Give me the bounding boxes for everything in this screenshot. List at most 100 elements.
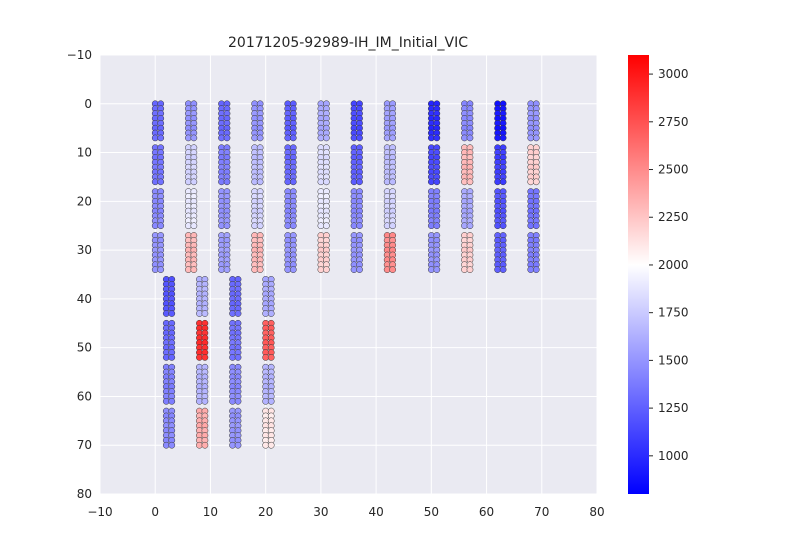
data-point <box>461 266 468 273</box>
data-point <box>383 134 391 142</box>
data-point <box>168 354 176 361</box>
colorbar-tick-label: 1500 <box>658 353 689 367</box>
data-point <box>223 266 231 273</box>
data-point <box>229 397 236 405</box>
data-point <box>284 134 292 142</box>
data-point <box>151 134 159 142</box>
data-point <box>532 134 540 142</box>
data-point <box>234 354 242 361</box>
data-point <box>527 178 535 186</box>
data-point <box>251 134 258 142</box>
data-point <box>201 310 209 317</box>
x-tick-label: 30 <box>313 505 328 519</box>
y-tick-label: 50 <box>77 341 92 355</box>
data-point <box>229 354 236 361</box>
data-point <box>350 266 358 273</box>
plot-area <box>100 55 597 494</box>
data-point <box>499 222 507 230</box>
data-point <box>433 178 441 186</box>
chart-title: 20171205-92989-IH_IM_Initial_VIC <box>228 35 468 51</box>
x-tick-label: 50 <box>424 505 439 519</box>
colorbar-tick-label: 1250 <box>658 401 689 415</box>
data-point <box>196 310 203 317</box>
x-axis: −10 0 10 20 30 40 50 60 70 80 <box>87 505 604 519</box>
data-point <box>229 441 236 449</box>
data-point <box>151 266 159 273</box>
data-point <box>157 266 165 273</box>
data-point <box>284 266 292 273</box>
data-point <box>289 222 297 230</box>
data-point <box>356 266 363 273</box>
colorbar-tick-label: 2000 <box>658 258 689 272</box>
data-point <box>461 134 468 142</box>
data-points <box>151 100 540 449</box>
data-point <box>157 222 165 230</box>
colorbar-tick-label: 1000 <box>658 449 689 463</box>
x-tick-label: −10 <box>87 505 112 519</box>
data-point <box>317 266 325 273</box>
data-point <box>350 134 358 142</box>
data-point <box>323 266 330 273</box>
data-point <box>262 354 270 361</box>
data-point <box>196 397 203 405</box>
data-point <box>185 266 192 273</box>
x-tick-label: 40 <box>368 505 383 519</box>
data-point <box>162 397 170 405</box>
colorbar-tick-label: 2500 <box>658 163 689 177</box>
colorbar-axis: 1000 1250 1500 1750 2000 2250 2500 2750 3000 <box>649 67 689 463</box>
data-point <box>317 178 325 186</box>
x-tick-label: 0 <box>151 505 159 519</box>
grid <box>99 54 598 495</box>
data-point <box>427 134 435 142</box>
data-point <box>256 134 264 142</box>
data-point <box>466 134 474 142</box>
data-point <box>466 266 474 273</box>
data-point <box>350 222 358 230</box>
data-point <box>383 266 391 273</box>
data-point <box>532 266 540 273</box>
y-tick-label: 70 <box>77 438 92 452</box>
data-point <box>494 178 501 186</box>
data-point <box>466 178 474 186</box>
colorbar-tick-label: 2750 <box>658 115 689 129</box>
data-point <box>323 178 330 186</box>
data-point <box>151 178 159 186</box>
data-point <box>527 134 535 142</box>
data-point <box>267 441 275 449</box>
data-point <box>267 310 275 317</box>
data-point <box>218 178 225 186</box>
data-point <box>262 441 270 449</box>
data-point <box>157 134 165 142</box>
y-tick-label: 30 <box>77 243 92 257</box>
y-axis: −10 0 10 20 30 40 50 60 70 80 <box>67 48 92 501</box>
data-point <box>256 178 264 186</box>
data-point <box>466 222 474 230</box>
data-point <box>251 266 258 273</box>
data-point <box>190 222 198 230</box>
data-point <box>356 134 363 142</box>
data-point <box>201 354 209 361</box>
data-point <box>499 266 507 273</box>
data-point <box>383 222 391 230</box>
data-point <box>185 222 192 230</box>
colorbar-tick-label: 2250 <box>658 210 689 224</box>
data-point <box>389 266 397 273</box>
data-point <box>499 178 507 186</box>
data-point <box>168 310 176 317</box>
data-point <box>234 397 242 405</box>
data-point <box>289 266 297 273</box>
data-point <box>262 310 270 317</box>
data-point <box>190 134 198 142</box>
data-point <box>157 178 165 186</box>
data-point <box>234 310 242 317</box>
data-point <box>532 222 540 230</box>
y-tick-label: 0 <box>84 97 92 111</box>
data-point <box>267 354 275 361</box>
data-point <box>218 134 225 142</box>
data-point <box>223 178 231 186</box>
data-point <box>317 134 325 142</box>
data-point <box>196 441 203 449</box>
colorbar-tick-label: 1750 <box>658 306 689 320</box>
data-point <box>461 178 468 186</box>
data-point <box>162 441 170 449</box>
